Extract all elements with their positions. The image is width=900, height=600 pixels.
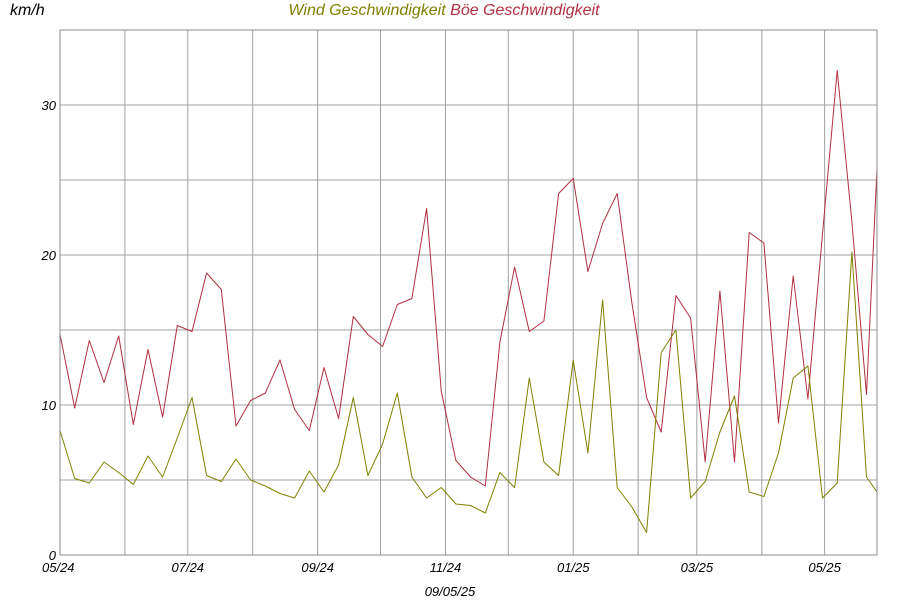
y-tick-label: 0 <box>49 548 57 563</box>
plot-frame <box>59 29 878 556</box>
wind-series-line <box>59 251 878 533</box>
title-wind-label: Wind Geschwindigkeit <box>288 2 446 19</box>
x-tick-label: 05/24 <box>42 560 75 575</box>
x-tick-label: 01/25 <box>557 560 590 575</box>
x-tick-label: 11/24 <box>430 560 462 575</box>
x-tick-label: 09/24 <box>301 560 334 575</box>
y-tick-label: 10 <box>42 398 57 413</box>
x-tick-label: 03/25 <box>681 560 714 575</box>
series-lines <box>59 70 878 533</box>
x-axis-date-label: 09/05/25 <box>425 584 476 599</box>
y-tick-label: 30 <box>42 98 57 113</box>
grid <box>60 30 877 555</box>
x-tick-label: 05/25 <box>808 560 841 575</box>
gust-series-line <box>59 70 878 487</box>
title-gust-label: Böe Geschwindigkeit <box>450 2 600 19</box>
x-tick-labels: 05/24 07/24 09/24 11/24 01/25 03/25 05/25 <box>42 560 842 575</box>
y-axis-unit-label: km/h <box>10 2 45 19</box>
chart-title: Wind Geschwindigkeit Böe Geschwindigkeit <box>288 2 600 19</box>
y-tick-label: 20 <box>41 248 57 263</box>
y-tick-labels: 0 10 20 30 <box>41 98 57 563</box>
x-tick-label: 07/24 <box>172 560 205 575</box>
